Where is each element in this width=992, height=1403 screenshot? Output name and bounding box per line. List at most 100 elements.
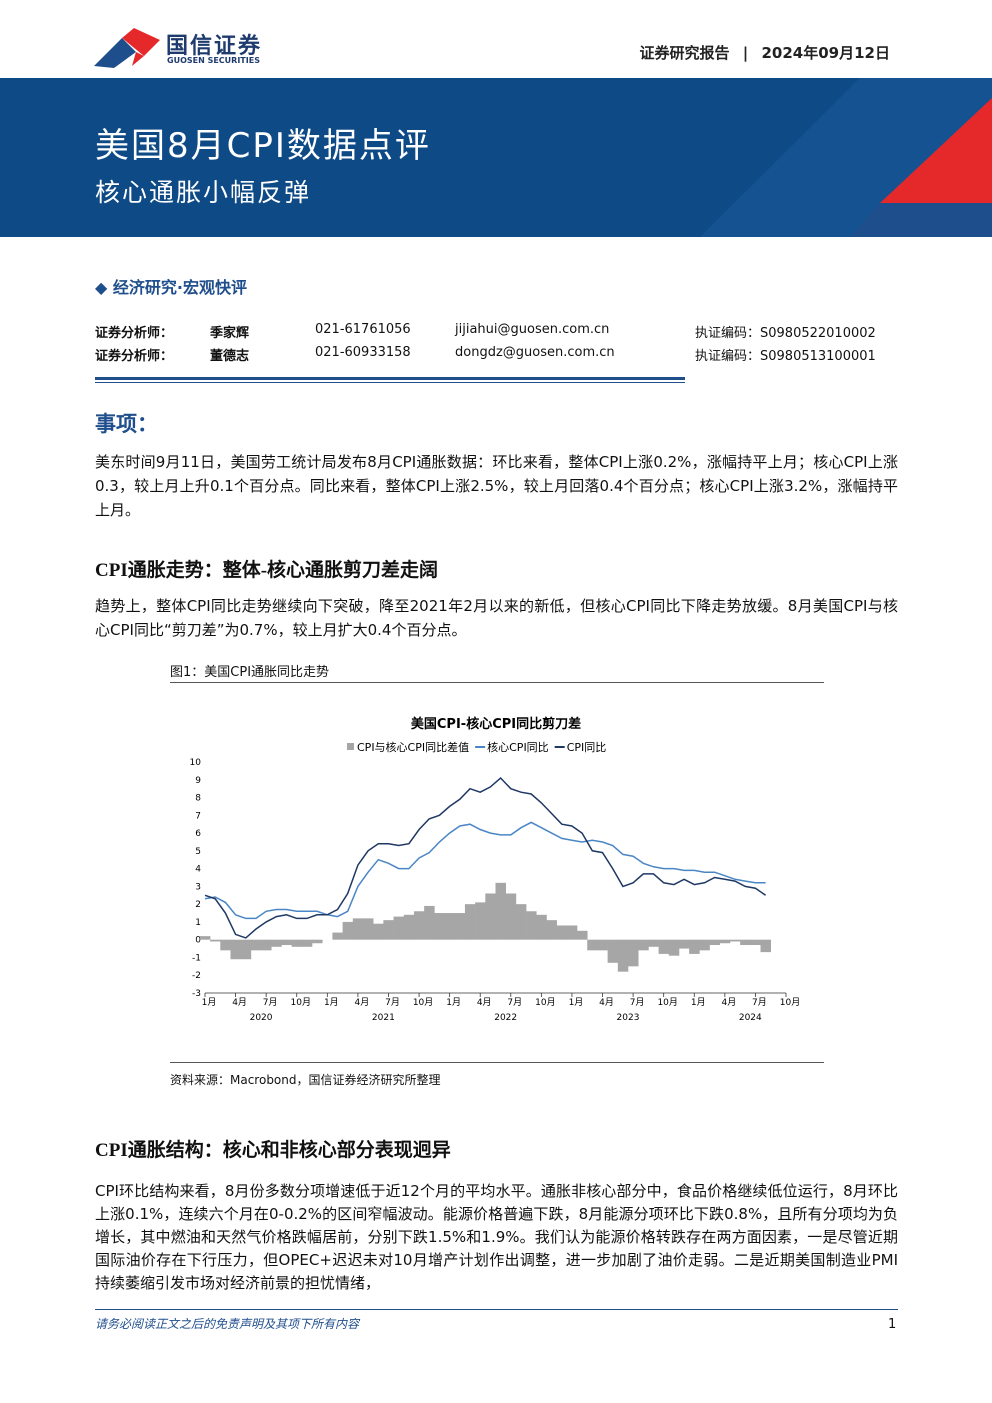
- year-label: 2023: [617, 1013, 640, 1023]
- y-tick-label: -3: [192, 989, 201, 999]
- diff-bar: [566, 925, 578, 940]
- x-tick-label: 10月: [535, 997, 555, 1008]
- legend-swatch: [347, 743, 354, 750]
- bullet: ◆: [95, 278, 113, 297]
- y-tick-label: 10: [190, 758, 202, 768]
- y-tick-label: 3: [195, 882, 201, 892]
- diff-bar: [607, 939, 619, 963]
- chart: 美国CPI-核心CPI同比剪刀差 -3 -2 -1 0 1 2 3 4 5 6 7 8 9 10 1月 4月 7…: [190, 716, 801, 1023]
- diff-bar: [312, 939, 323, 944]
- y-tick-label: -1: [192, 953, 201, 963]
- analyst-cell: 021-60933158: [315, 345, 411, 360]
- diff-bar: [352, 918, 364, 940]
- paragraph: 趋势上，整体CPI同比走势继续向下突破，降至2021年2月以来的新低，但核心CP…: [95, 597, 898, 639]
- diff-bar: [291, 939, 303, 947]
- x-tick-label: 4月: [477, 997, 492, 1008]
- y-tick-label: 1: [195, 918, 201, 928]
- section-heading: 事项：: [95, 412, 158, 436]
- diff-bar: [658, 939, 670, 954]
- y-tick-label: -2: [192, 971, 201, 981]
- diff-bar: [444, 913, 456, 940]
- diff-bar: [485, 893, 496, 940]
- x-tick-label: 4月: [232, 997, 247, 1008]
- section-heading: CPI通胀走势：整体-核心通胀剪刀差走阔: [95, 560, 439, 581]
- x-tick-label: 7月: [752, 997, 767, 1008]
- diff-bar: [699, 939, 710, 951]
- analyst-cell: 021-61761056: [315, 322, 411, 337]
- chart-title: 美国CPI-核心CPI同比剪刀差: [411, 716, 581, 732]
- x-tick-label: 10月: [291, 997, 311, 1008]
- diff-bar: [617, 939, 629, 972]
- rule: [170, 682, 824, 683]
- diff-bar: [577, 930, 588, 940]
- y-tick-label: 0: [195, 936, 201, 946]
- y-tick-label: 7: [195, 811, 201, 821]
- x-tick-label: 10月: [413, 997, 433, 1008]
- figure-caption: 图1：美国CPI通胀同比走势: [170, 665, 330, 680]
- diff-bar: [648, 939, 659, 947]
- diff-bar: [668, 939, 680, 956]
- diff-bar: [505, 893, 517, 940]
- x-tick-label: 1月: [569, 997, 584, 1008]
- x-tick-label: 7月: [263, 997, 278, 1008]
- diff-bar: [393, 916, 405, 940]
- paragraph: CPI环比结构来看，8月份多数分项增速低于近12个月的平均水平。通胀非核心部分中…: [95, 1182, 898, 1292]
- paragraph: 美东时间9月11日，美国劳工统计局发布8月CPI通胀数据：环比来看，整体CPI上…: [95, 453, 898, 519]
- rule: [95, 1309, 898, 1310]
- analyst-cell: 证券分析师：: [95, 326, 174, 341]
- analyst-cell: 证券分析师：: [95, 349, 174, 364]
- diff-bar: [271, 939, 282, 947]
- diff-bar: [628, 939, 639, 967]
- legend-label: CPI与核心CPI同比差值: [357, 740, 469, 754]
- y-tick-label: 8: [195, 794, 201, 804]
- title: 美国8月CPI数据点评: [95, 126, 431, 166]
- legend-label: 核心CPI同比: [487, 740, 549, 754]
- x-tick-label: 1月: [446, 997, 461, 1008]
- y-tick-label: 5: [195, 847, 201, 857]
- logo-mark: [94, 28, 160, 68]
- report-type: 证券研究报告: [639, 44, 730, 62]
- diff-bar: [495, 882, 506, 940]
- diff-bar: [199, 936, 211, 940]
- x-tick-label: 7月: [507, 997, 522, 1008]
- diff-bar: [740, 939, 751, 946]
- logo-en: GUOSEN SECURITIES: [167, 56, 260, 65]
- rule: [95, 382, 685, 383]
- x-tick-label: 7月: [385, 997, 400, 1008]
- diff-bar: [536, 914, 547, 940]
- year-label: 2022: [494, 1013, 517, 1023]
- x-tick-label: 4月: [355, 997, 370, 1008]
- diff-bar: [475, 902, 486, 940]
- diff-bar: [587, 939, 598, 951]
- diff-bar: [526, 911, 537, 940]
- x-tick-label: 1月: [202, 997, 217, 1008]
- diff-bar: [424, 905, 435, 940]
- category: 经济研究·宏观快评: [112, 278, 247, 297]
- section-heading: CPI通胀结构：核心和非核心部分表现迥异: [95, 1140, 451, 1161]
- diff-bar: [434, 913, 445, 940]
- diff-bar: [709, 939, 721, 946]
- y-tick-label: 9: [195, 776, 201, 786]
- figure-source: 资料来源：Macrobond，国信证券经济研究所整理: [170, 1073, 441, 1087]
- disclaimer: 请务必阅读正文之后的免责声明及其项下所有内容: [95, 1317, 360, 1331]
- diff-bar: [638, 939, 649, 951]
- analyst-cell: 季家辉: [210, 326, 250, 341]
- legend-label: CPI同比: [567, 741, 607, 754]
- diff-bar: [240, 939, 252, 960]
- category-row: ◆ 经济研究·宏观快评: [95, 274, 247, 298]
- y-tick-label: 2: [195, 900, 201, 910]
- year-label: 2024: [739, 1013, 762, 1023]
- rule: [170, 1062, 824, 1063]
- logo-cn: 国信证券: [166, 34, 263, 59]
- separator: |: [742, 44, 749, 62]
- diff-bar: [597, 939, 608, 951]
- analyst-cell: jijiahui@guosen.com.cn: [455, 322, 610, 337]
- analyst-cell: 执证编码：S0980513100001: [695, 349, 876, 364]
- diff-bar: [413, 911, 425, 940]
- x-tick-label: 7月: [630, 997, 645, 1008]
- diff-bar: [729, 939, 741, 942]
- analyst-cell: 董德志: [210, 349, 250, 364]
- x-tick-label: 4月: [721, 997, 736, 1008]
- diff-bar: [678, 939, 690, 949]
- banner: 美国8月CPI数据点评 核心通胀小幅反弹: [0, 78, 992, 237]
